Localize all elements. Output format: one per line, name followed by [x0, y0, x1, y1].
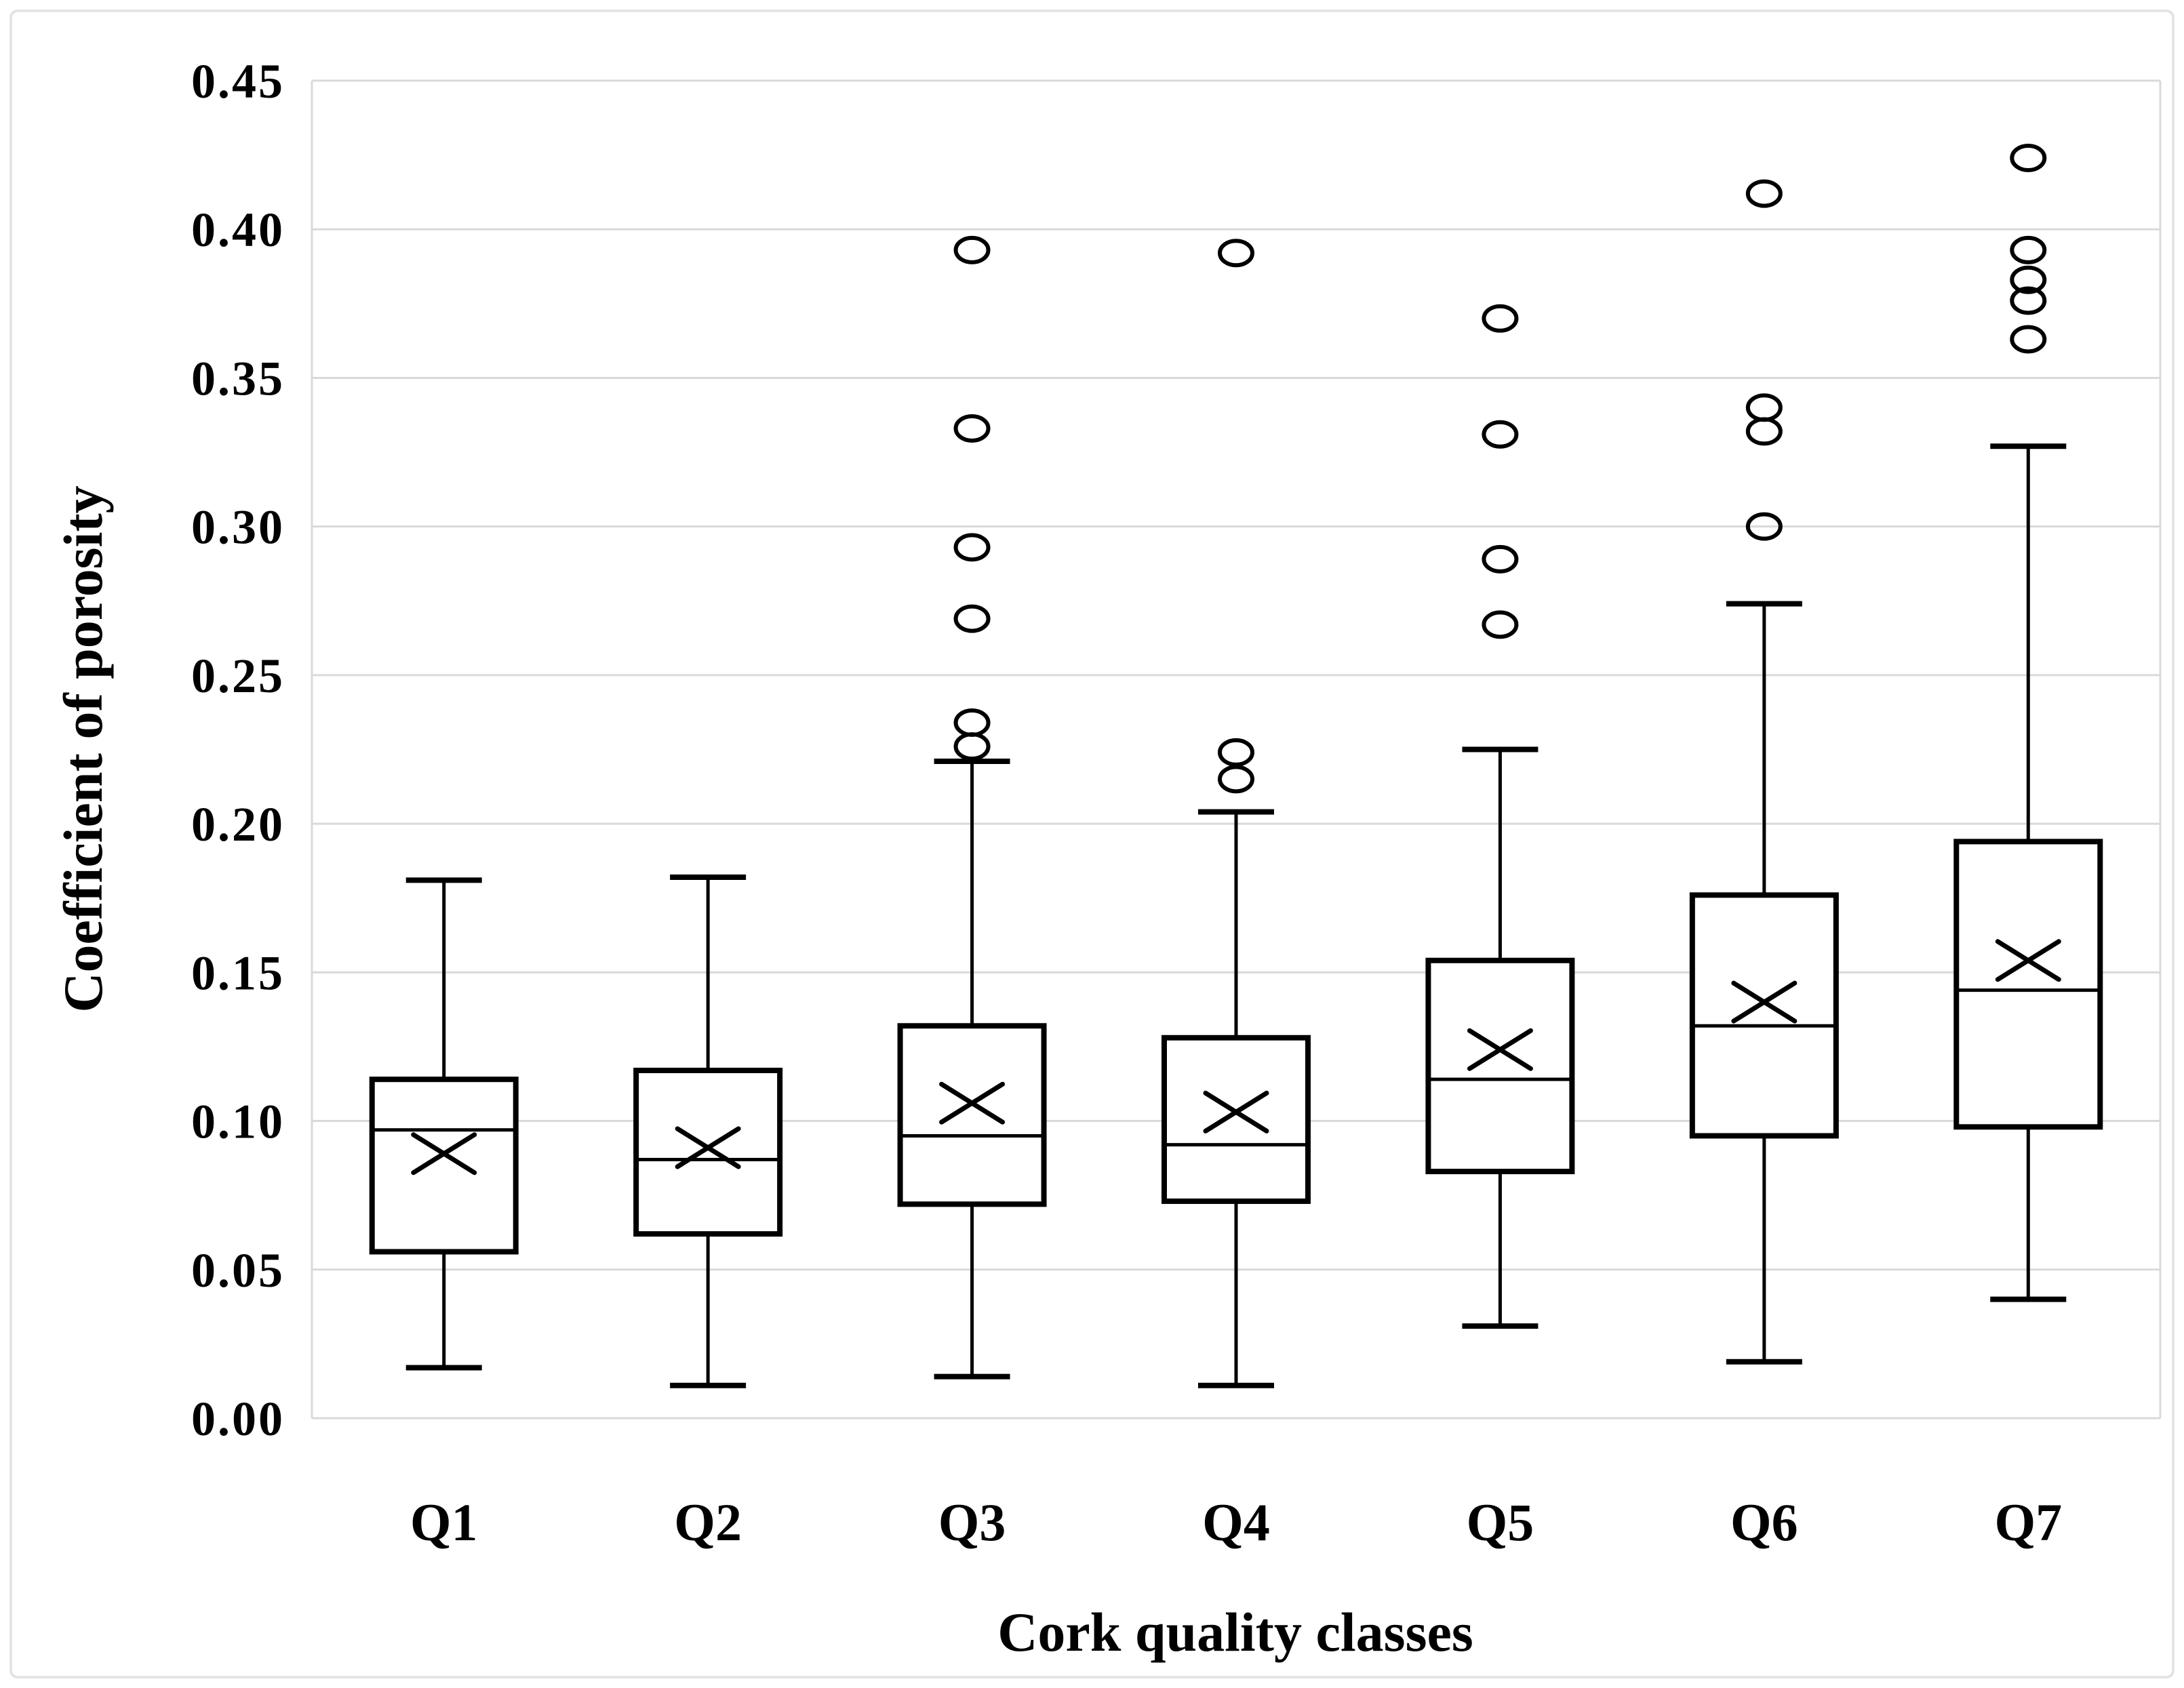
- iqr-box: [369, 1077, 519, 1255]
- y-tick-label-0.40: 0.40: [191, 203, 285, 257]
- y-tick-label-0.00: 0.00: [191, 1392, 285, 1446]
- x-tick-label-Q7: Q7: [1994, 1493, 2062, 1552]
- mean-marker: [411, 1132, 477, 1175]
- outlier-point: [1745, 417, 1783, 446]
- x-tick-label-Q3: Q3: [938, 1493, 1006, 1552]
- mean-marker: [1467, 1028, 1533, 1071]
- box-Q7: [1953, 143, 2103, 1302]
- outlier-point: [2010, 286, 2047, 315]
- x-axis-title: Cork quality classes: [997, 1601, 1473, 1663]
- x-tick-label-Q2: Q2: [674, 1493, 742, 1552]
- mean-marker: [1731, 980, 1798, 1024]
- box-Q4: [1162, 239, 1311, 1388]
- outlier-point: [953, 414, 991, 443]
- outlier-point: [1482, 544, 1519, 574]
- box-series: [369, 143, 2103, 1388]
- x-tick-label-Q6: Q6: [1730, 1493, 1798, 1552]
- box-Q3: [897, 235, 1047, 1380]
- outlier-point: [953, 604, 991, 633]
- y-tick-label-0.20: 0.20: [191, 797, 285, 851]
- outlier-point: [1218, 738, 1254, 767]
- outlier-point: [1218, 239, 1254, 268]
- box-Q1: [369, 877, 519, 1371]
- outlier-point: [1482, 610, 1519, 639]
- x-tick-label-Q4: Q4: [1202, 1493, 1270, 1552]
- outlier-point: [2010, 143, 2047, 172]
- iqr-box: [633, 1068, 783, 1237]
- box-Q6: [1689, 179, 1839, 1365]
- y-tick-label-0.10: 0.10: [191, 1095, 285, 1149]
- x-tick-label-Q5: Q5: [1467, 1493, 1534, 1552]
- outlier-point: [2010, 265, 2047, 294]
- iqr-box: [1953, 839, 2103, 1130]
- outlier-point: [953, 235, 991, 264]
- outlier-point: [2010, 325, 2047, 354]
- figure-border: [9, 9, 2175, 1679]
- outlier-point: [1218, 765, 1254, 794]
- iqr-box: [1689, 892, 1839, 1139]
- box-Q2: [633, 875, 783, 1388]
- y-tick-label-0.25: 0.25: [191, 649, 285, 703]
- outlier-point: [1745, 512, 1783, 541]
- y-axis-title: Coefficient of porosity: [52, 485, 114, 1012]
- y-tick-label-0.45: 0.45: [191, 54, 285, 108]
- y-tick-label-0.15: 0.15: [191, 946, 285, 1000]
- outlier-point: [1745, 393, 1783, 422]
- outlier-point: [2010, 235, 2047, 264]
- outlier-point: [1745, 179, 1783, 208]
- y-tick-label-0.30: 0.30: [191, 500, 285, 555]
- outlier-point: [1482, 304, 1519, 333]
- y-tick-label-0.05: 0.05: [191, 1243, 285, 1298]
- mean-marker: [1203, 1090, 1269, 1133]
- mean-marker: [675, 1126, 741, 1169]
- outlier-point: [953, 708, 991, 738]
- y-axis-tick-labels: 0.00 0.05 0.10 0.15 0.20 0.25 0.30 0.35 0.40 0.45: [191, 54, 285, 1446]
- iqr-box: [897, 1023, 1047, 1207]
- box-Q5: [1425, 304, 1575, 1329]
- x-axis-tick-labels: Q1 Q2 Q3 Q4 Q5 Q6 Q7: [410, 1493, 2062, 1552]
- y-tick-label-0.35: 0.35: [191, 351, 285, 405]
- mean-marker: [939, 1081, 1006, 1125]
- iqr-box: [1162, 1034, 1311, 1204]
- outlier-point: [953, 533, 991, 562]
- outlier-point: [1482, 420, 1519, 449]
- iqr-box: [1425, 957, 1575, 1175]
- x-tick-label-Q1: Q1: [410, 1493, 478, 1552]
- outlier-point: [953, 732, 991, 761]
- mean-marker: [1995, 939, 2061, 982]
